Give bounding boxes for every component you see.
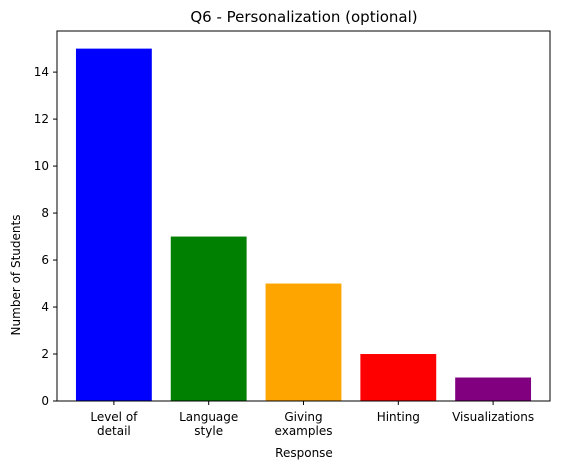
x-tick-label-4: Visualizations [452, 410, 534, 424]
y-tick-label-3: 6 [41, 253, 49, 267]
chart-title: Q6 - Personalization (optional) [190, 8, 417, 26]
bar-3 [360, 354, 437, 401]
y-tick-label-6: 12 [34, 112, 49, 126]
y-tick-label-4: 8 [41, 206, 49, 220]
y-tick-label-1: 2 [41, 347, 49, 361]
y-tick-label-0: 0 [41, 394, 49, 408]
bar-2 [265, 283, 342, 401]
bars-group [75, 48, 532, 401]
y-axis-label: Number of Students [9, 215, 23, 336]
y-tick-label-5: 10 [34, 159, 49, 173]
bar-1 [170, 236, 247, 401]
bar-4 [455, 377, 532, 401]
x-tick-label-1: Language style [179, 410, 238, 438]
x-axis-label: Response [275, 446, 333, 460]
x-tick-label-3: Hinting [377, 410, 420, 424]
x-axis-ticks: Level of detail Language style Giving example… [90, 401, 534, 438]
y-tick-label-7: 14 [34, 65, 49, 79]
bar-0 [75, 48, 152, 401]
x-tick-label-2: Giving examples [275, 410, 333, 438]
y-axis-ticks: 0 2 4 6 8 10 12 14 [34, 65, 57, 408]
y-tick-label-2: 4 [41, 300, 49, 314]
x-tick-label-0: Level of detail [90, 410, 138, 438]
plot-frame [56, 30, 551, 402]
